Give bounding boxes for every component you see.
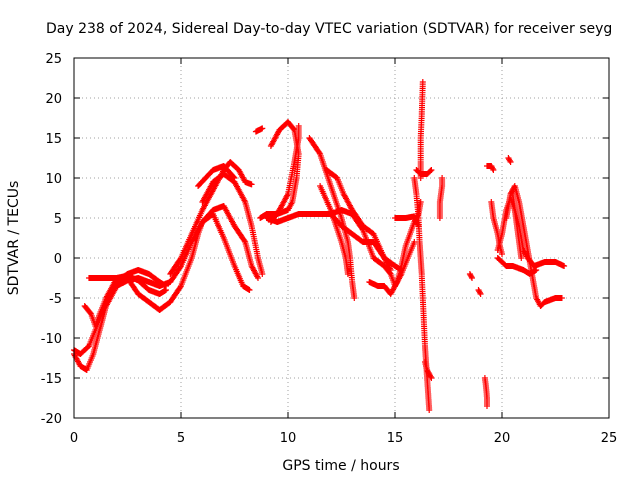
series-track-w	[466, 271, 475, 281]
data-point-marks	[484, 163, 497, 173]
data-point-marks	[392, 213, 422, 229]
x-tick-label: 5	[177, 431, 185, 446]
data-point-marks	[327, 211, 405, 273]
y-tick-label: 5	[54, 212, 62, 227]
data-point-marks	[86, 211, 253, 313]
y-tick-label: 10	[45, 172, 62, 187]
series-track-x	[475, 287, 484, 297]
series-track-h	[252, 125, 266, 135]
y-axis-ticks: -20 -15 -10 -5 0 5 10 15 20 25	[41, 52, 609, 427]
plot-frame	[73, 57, 610, 419]
x-axis-ticks: 0 5 10 15 20 25	[70, 58, 617, 446]
series-track-ad	[505, 155, 514, 165]
series-track-g	[195, 163, 238, 189]
y-tick-label: -10	[41, 332, 62, 347]
series-track-ae	[494, 255, 540, 277]
series-track-t	[413, 167, 435, 177]
series-track-z	[484, 163, 497, 173]
series-track-y	[481, 375, 490, 409]
data-point-marks	[252, 125, 266, 135]
y-tick-label: 20	[45, 92, 62, 107]
series-track-af	[509, 191, 525, 261]
data-point-marks	[199, 171, 266, 277]
data-point-marks	[436, 175, 446, 221]
y-tick-label: -20	[41, 412, 62, 427]
data-marks	[71, 79, 568, 413]
y-tick-label: 0	[54, 252, 62, 267]
data-point-marks	[509, 191, 525, 261]
x-tick-label: 25	[601, 431, 618, 446]
y-tick-label: -15	[41, 372, 62, 387]
series-track-v	[436, 175, 446, 221]
series-track-u	[422, 359, 435, 381]
y-tick-label: 25	[45, 52, 62, 67]
series-track-d	[86, 211, 253, 313]
data-point-marks	[505, 155, 514, 165]
series-track-l	[306, 135, 358, 301]
chart-title: Day 238 of 2024, Sidereal Day-to-day VTE…	[46, 21, 612, 37]
data-point-marks	[466, 271, 475, 281]
data-point-marks	[422, 359, 435, 381]
series-track-q	[392, 213, 422, 229]
y-axis-label: SDTVAR / TECUs	[6, 181, 22, 296]
series-track-s	[417, 79, 426, 181]
data-point-marks	[413, 167, 435, 177]
y-tick-label: 15	[45, 132, 62, 147]
y-tick-label: -5	[49, 292, 62, 307]
data-point-marks	[475, 287, 484, 297]
data-point-marks	[417, 79, 426, 181]
data-point-marks	[481, 375, 490, 409]
x-tick-label: 15	[387, 431, 404, 446]
x-tick-label: 0	[70, 431, 78, 446]
series-track-f	[199, 171, 266, 277]
data-point-marks	[494, 255, 540, 277]
series-track-o	[327, 211, 405, 273]
x-tick-label: 10	[280, 431, 297, 446]
x-axis-label: GPS time / hours	[282, 458, 399, 474]
x-tick-label: 20	[494, 431, 511, 446]
data-point-marks	[195, 163, 238, 189]
data-point-marks	[306, 135, 358, 301]
